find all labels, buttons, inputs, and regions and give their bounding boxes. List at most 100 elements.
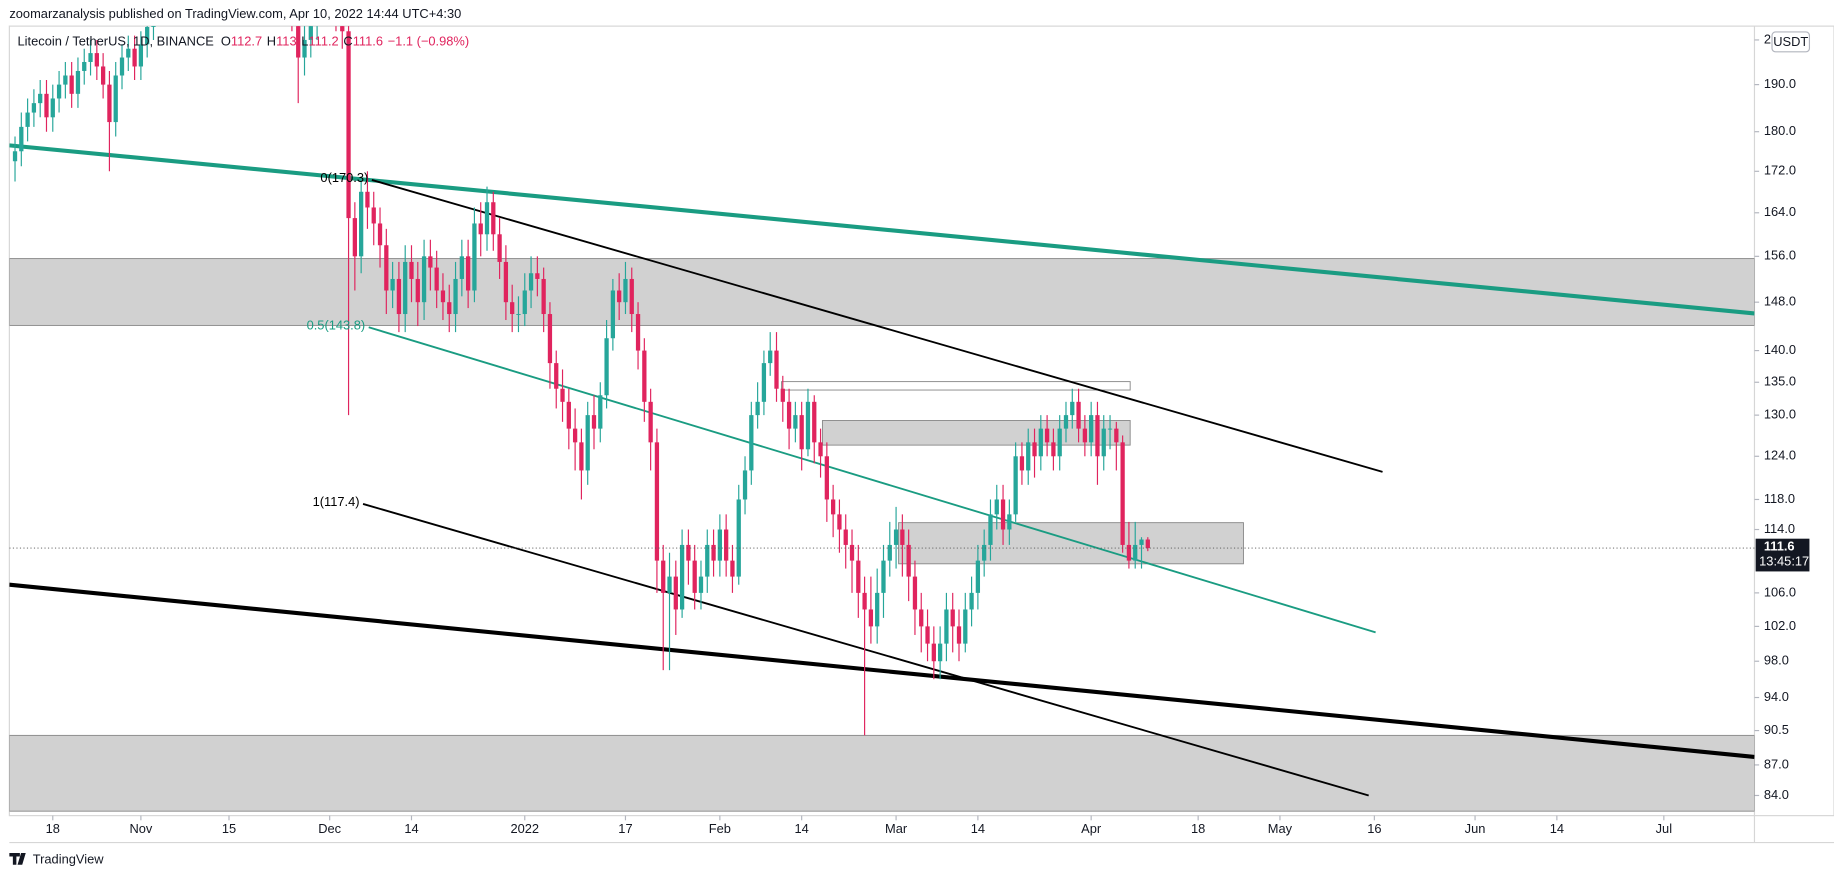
candle-body [44,93,49,118]
last-price: 111.6 [1764,538,1795,553]
candle-body [346,31,351,219]
candle-body [824,456,829,500]
candle-body [107,84,112,123]
y-tick-label: 172.0 [1764,163,1796,178]
legend: Litecoin / TetherUS, 1D, BINANCE O112.7 H1… [18,34,470,49]
y-tick-label: 124.0 [1764,448,1796,463]
candle-body [623,278,628,303]
candle-body [1133,544,1138,561]
x-tick-label: Jul [1656,821,1672,836]
candle-body [302,39,307,58]
zone [9,734,1755,812]
candle-body [1000,499,1006,530]
y-tick-label: 148.0 [1764,294,1796,309]
y-tick-label: 118.0 [1764,491,1795,506]
candle-body [591,415,597,429]
x-tick-label: 18 [46,821,60,836]
x-tick-label: 14 [404,821,418,836]
y-tick-label: 94.0 [1764,689,1789,704]
x-tick-label: 15 [222,821,236,836]
candle-body [698,576,704,593]
zone [898,522,1244,565]
candle-body [63,75,68,85]
candle-body [440,290,446,303]
x-tick-label: 2022 [510,821,539,836]
candle-body [528,273,534,291]
candle-body [686,544,691,561]
candle-body [1076,401,1081,429]
change: −1.1 (−0.98%) [388,34,470,49]
candle-body [931,643,936,662]
candle-body [69,75,74,94]
zone [781,381,1131,391]
candle-body [396,278,402,315]
o-label: O [221,34,231,49]
trend-line [9,582,1755,759]
candle-body [1107,428,1113,430]
candle-body [994,499,999,515]
candle-body [560,388,565,402]
candle-body [465,256,471,291]
candle-body [541,278,546,315]
candle-body [428,256,433,268]
candle-body [912,576,918,610]
candle-body [38,93,43,104]
candle-body [1007,514,1012,530]
candle-body [352,218,357,257]
candle-body [742,470,748,500]
c-label: C [343,34,352,49]
candle-body [1032,442,1037,457]
x-tick-label: Jun [1465,821,1486,836]
labels: 84.0 87.0 90.5 94.0 98.0 102.0 106.0 114.0 118.0… [46,31,1810,836]
h-label: H [267,34,276,49]
candle-body [598,395,603,429]
y-tick-label: 114.0 [1764,521,1795,536]
candle-body [585,415,590,471]
candle-body [830,499,836,515]
candle-body [969,592,974,610]
candle-body [893,529,899,545]
brand-logo [9,853,26,865]
candle-body [944,609,949,644]
trend-line [362,503,1369,797]
fib-label: 0(170.3) [320,170,368,185]
candle-body [510,302,515,315]
candle-body [516,314,521,315]
candle-body [308,26,313,40]
candle-body [1145,539,1150,549]
y-tick-label: 135.0 [1764,374,1796,389]
candle-body [126,48,131,58]
candle-body [88,53,93,62]
candle-body [868,609,874,627]
trend-line [368,326,1376,634]
currency-badge[interactable] [1771,31,1811,53]
candle-body [340,26,345,32]
candle-body [1051,442,1056,457]
candle-body [119,57,125,76]
candle-body [1026,442,1031,471]
candle-body [629,278,634,315]
candle-body [359,191,364,257]
candle-body [950,609,955,627]
candle-body [768,350,773,364]
candle-body [579,442,584,471]
candle-body [459,256,464,279]
candles [9,26,1755,736]
candle-body [881,560,886,593]
y-tick-label: 130.0 [1764,407,1796,422]
y-tick-label: 190.0 [1764,76,1796,91]
candle-body [1063,415,1069,429]
candle-body [82,61,87,71]
brand[interactable]: TradingView [33,851,104,866]
y-tick-label: 164.0 [1764,204,1796,219]
x-tick-label: 18 [1191,821,1205,836]
candle-body [818,442,823,457]
c-value: 111.6 [353,34,383,49]
candle-body [434,267,439,291]
candle-body [673,576,678,610]
y-tick-label: 180.0 [1764,123,1796,138]
candle-body [988,514,993,545]
candle-body [849,544,855,561]
x-tick-label: 16 [1367,821,1381,836]
x-tick-label: 14 [1550,821,1564,836]
